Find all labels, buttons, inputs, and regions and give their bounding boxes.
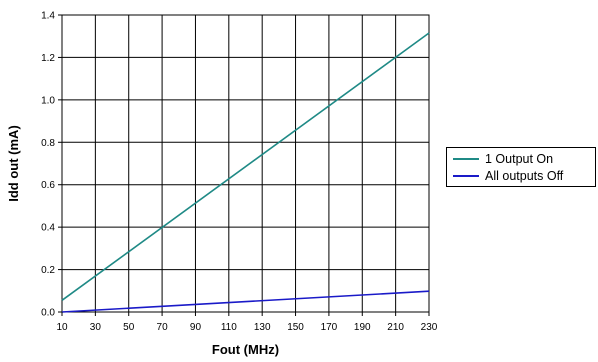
x-tick-label: 90 — [190, 322, 202, 333]
legend-item-1: 1 Output On — [453, 151, 553, 167]
grid — [62, 15, 429, 312]
y-tick-label: 0.4 — [41, 223, 55, 234]
y-axis-ticks: 0.0 0.2 0.4 0.6 0.8 1.0 1.2 1.4 — [41, 11, 62, 319]
x-tick-label: 30 — [90, 322, 102, 333]
x-tick-label: 130 — [254, 322, 271, 333]
x-tick-label: 70 — [157, 322, 169, 333]
x-axis-title: Fout (MHz) — [212, 342, 279, 357]
x-tick-label: 110 — [221, 322, 237, 333]
y-tick-label: 0.6 — [41, 180, 55, 191]
y-tick-label: 1.0 — [41, 95, 55, 106]
series-line-1 — [61, 32, 430, 301]
x-tick-label: 10 — [56, 322, 68, 333]
legend-item-2: All outputs Off — [453, 168, 563, 184]
series-line-2 — [61, 290, 430, 313]
legend-swatch-2 — [453, 175, 479, 177]
series-layer — [61, 32, 430, 313]
legend-swatch-1 — [453, 158, 479, 160]
y-tick-label: 0.8 — [41, 138, 55, 149]
plot-frame — [61, 14, 430, 313]
x-tick-label: 190 — [354, 322, 371, 333]
chart: 10 30 50 70 90 110 130 150 170 190 210 230 0.00.20.… — [6, 11, 438, 358]
plot-area — [61, 14, 430, 313]
legend-label-2: All outputs Off — [485, 169, 564, 183]
x-tick-label: 230 — [421, 322, 438, 333]
y-axis-title: Idd out (mA) — [6, 125, 21, 202]
y-tick-label: 1.2 — [41, 53, 55, 64]
x-tick-label: 170 — [321, 322, 338, 333]
y-tick-label: 0.0 — [41, 308, 55, 319]
legend-label-1: 1 Output On — [485, 152, 554, 166]
y-tick-label: 1.4 — [41, 11, 55, 22]
x-tick-label: 210 — [387, 322, 404, 333]
x-tick-label: 150 — [287, 322, 304, 333]
x-axis-ticks: 10 30 50 70 90 110 130 150 170 190 210 230 — [56, 312, 438, 333]
y-tick-label: 0.2 — [41, 265, 55, 276]
legend: 1 Output On All outputs Off — [446, 147, 596, 187]
x-tick-label: 50 — [123, 322, 135, 333]
